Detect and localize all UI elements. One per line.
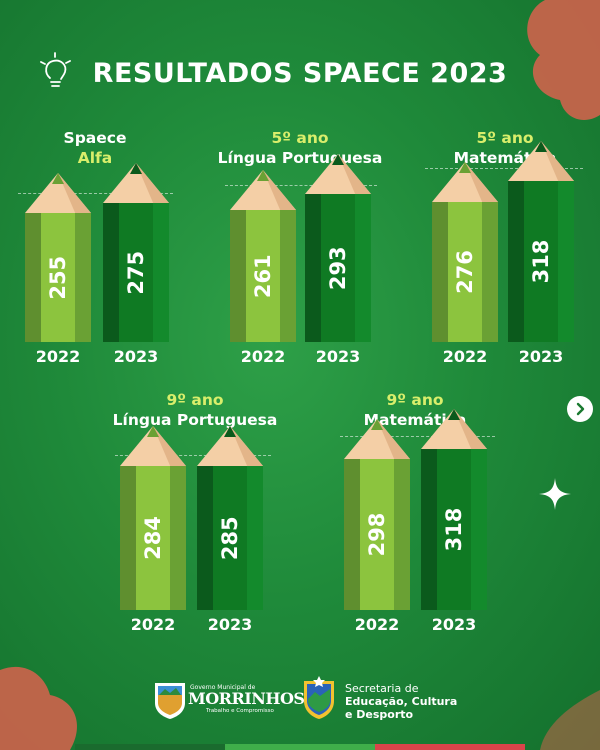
footer-stripe-light-green [225, 744, 375, 750]
year-label: 2023 [431, 615, 477, 634]
pencil-bar-2022: 298 [344, 419, 410, 610]
data-label: 298 [365, 513, 389, 557]
footer-stripe-dark-green [75, 744, 225, 750]
pencil-bar-2022: 276 [432, 162, 498, 342]
government-label: Governo Municipal de [190, 684, 256, 691]
separator-line [225, 185, 377, 186]
group-title-line1: Spaece [63, 129, 127, 147]
page-title: RESULTADOS SPAECE 2023 [92, 58, 508, 89]
data-label: 285 [218, 516, 242, 560]
decorative-blob-top-right [527, 0, 600, 120]
pencil-bar-2023: 275 [103, 162, 169, 342]
data-label: 276 [453, 250, 477, 294]
data-label: 293 [326, 246, 350, 290]
pencil-bar-2023: 293 [305, 153, 371, 342]
year-label: 2023 [518, 347, 564, 366]
year-label: 2022 [240, 347, 286, 366]
data-label: 284 [141, 516, 165, 560]
city-name: MORRINHOS [188, 689, 305, 708]
group-title-line2: Matemática [363, 411, 467, 429]
separator-line [115, 455, 271, 456]
pencil-bar-2023: 285 [197, 425, 263, 610]
separator-line [425, 168, 583, 169]
year-label: 2022 [35, 347, 81, 366]
secretariat-line3: e Desporto [345, 708, 414, 721]
group-title-9ano-mat: 9º ano Matemática [330, 390, 500, 430]
group-title-line1: 5º ano [476, 129, 534, 147]
pencil-bar-2023: 318 [508, 141, 574, 342]
separator-line [18, 193, 173, 194]
secretariat-line2: Educação, Cultura [345, 695, 458, 708]
year-label: 2023 [113, 347, 159, 366]
pencil-bar-2022: 255 [25, 172, 91, 342]
secretariat-crest-icon [304, 676, 334, 719]
group-title-line2: Alfa [77, 149, 113, 167]
morrinhos-crest-icon [155, 683, 185, 719]
data-label: 261 [251, 254, 275, 298]
pencil-bar-2022: 284 [120, 426, 186, 610]
group-title-spaece-alfa: Spaece Alfa [20, 128, 170, 168]
year-label: 2023 [207, 615, 253, 634]
city-slogan: Trabalho e Compromisso [206, 708, 274, 714]
group-title-line1: 9º ano [166, 391, 224, 409]
footer-stripe-red [375, 744, 525, 750]
secretariat-line1: Secretaria de [345, 682, 419, 695]
year-label: 2022 [442, 347, 488, 366]
data-label: 318 [442, 508, 466, 552]
decorative-blob-bottom-left [0, 666, 78, 750]
lightbulb-icon [40, 52, 71, 87]
data-label: 318 [529, 240, 553, 284]
group-title-line1: 5º ano [271, 129, 329, 147]
decorative-blob-bottom-right [540, 690, 600, 750]
next-slide-button[interactable] [567, 396, 593, 422]
footer-logos: Governo Municipal de MORRINHOS Trabalho … [150, 675, 460, 723]
separator-line [340, 436, 495, 437]
year-label: 2022 [354, 615, 400, 634]
group-title-line2: Língua Portuguesa [112, 411, 278, 429]
data-label: 275 [124, 250, 148, 294]
group-title-9ano-lp: 9º ano Língua Portuguesa [95, 390, 295, 430]
year-label: 2023 [315, 347, 361, 366]
pencil-bar-2023: 318 [421, 409, 487, 610]
sparkle-icon [539, 478, 571, 510]
chevron-right-icon [576, 402, 585, 416]
data-label: 255 [46, 255, 70, 299]
year-label: 2022 [130, 615, 176, 634]
pencil-bar-2022: 261 [230, 169, 296, 342]
group-title-line1: 9º ano [386, 391, 444, 409]
